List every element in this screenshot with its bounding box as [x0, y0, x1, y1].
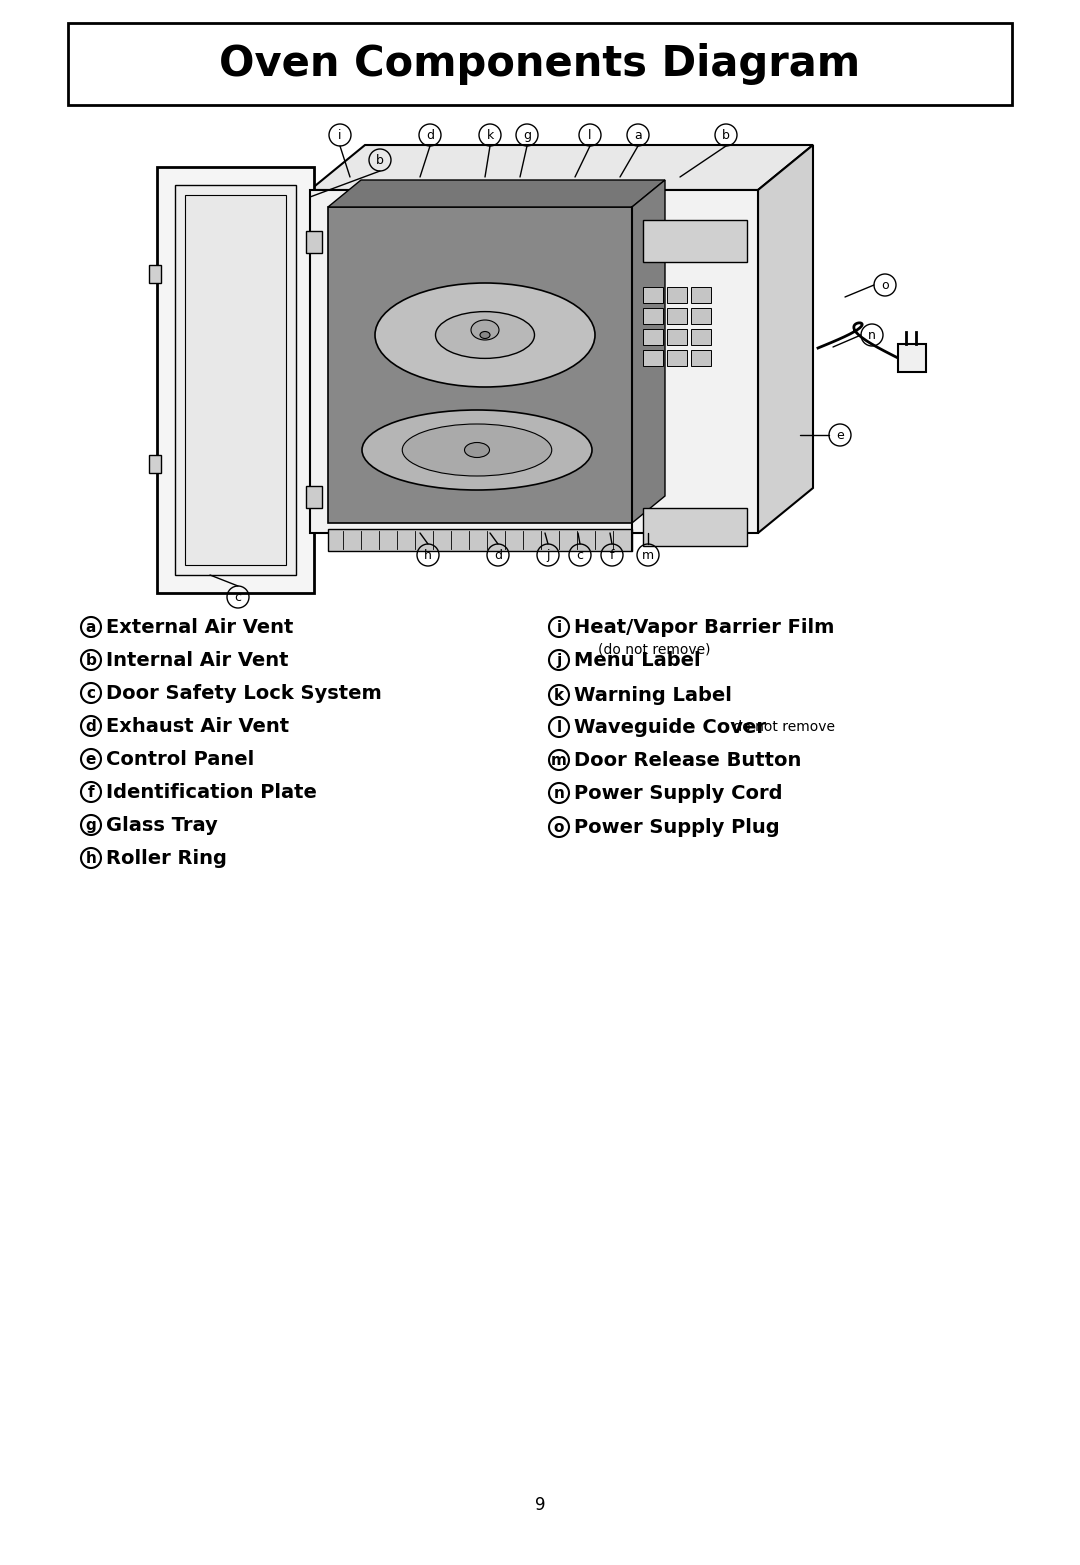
- Text: 9: 9: [535, 1496, 545, 1513]
- Bar: [643, 509, 747, 546]
- Text: do not remove: do not remove: [729, 720, 835, 734]
- Text: a: a: [634, 128, 642, 141]
- Ellipse shape: [480, 332, 490, 338]
- Text: f: f: [610, 548, 615, 562]
- Text: Glass Tray: Glass Tray: [106, 815, 218, 834]
- Text: a: a: [85, 620, 96, 634]
- Text: k: k: [554, 687, 564, 703]
- Polygon shape: [758, 146, 813, 534]
- Bar: [310, 189, 758, 534]
- Ellipse shape: [362, 410, 592, 490]
- Text: m: m: [642, 548, 654, 562]
- Text: Power Supply Plug: Power Supply Plug: [573, 817, 780, 837]
- Text: e: e: [836, 429, 843, 441]
- Bar: [306, 232, 322, 254]
- Bar: [691, 351, 711, 366]
- Text: h: h: [85, 850, 96, 865]
- Text: c: c: [577, 548, 583, 562]
- Bar: [328, 207, 632, 523]
- Text: c: c: [234, 590, 242, 604]
- Ellipse shape: [471, 319, 499, 340]
- Bar: [643, 221, 747, 261]
- Text: n: n: [868, 329, 876, 341]
- Bar: [185, 196, 286, 565]
- Bar: [175, 185, 296, 574]
- Text: Warning Label: Warning Label: [573, 685, 732, 704]
- Bar: [691, 286, 711, 304]
- Text: m: m: [551, 753, 567, 767]
- Text: f: f: [87, 784, 94, 800]
- Text: Identification Plate: Identification Plate: [106, 782, 316, 801]
- Text: (do not remove): (do not remove): [598, 642, 711, 656]
- Text: h: h: [424, 548, 432, 562]
- Polygon shape: [632, 180, 665, 523]
- Bar: [667, 286, 687, 304]
- Bar: [157, 167, 314, 593]
- Text: j: j: [556, 653, 562, 668]
- Text: g: g: [523, 128, 531, 141]
- Text: i: i: [556, 620, 562, 634]
- Text: Door Release Button: Door Release Button: [573, 751, 801, 770]
- Text: o: o: [554, 820, 564, 834]
- Text: d: d: [494, 548, 502, 562]
- Text: g: g: [85, 817, 96, 833]
- Text: Door Safety Lock System: Door Safety Lock System: [106, 684, 381, 703]
- Bar: [691, 329, 711, 344]
- Text: o: o: [881, 279, 889, 291]
- Text: d: d: [85, 718, 96, 734]
- Text: Menu Label: Menu Label: [573, 651, 701, 670]
- Text: Internal Air Vent: Internal Air Vent: [106, 651, 288, 670]
- Bar: [667, 308, 687, 324]
- Text: c: c: [86, 685, 95, 701]
- Text: b: b: [723, 128, 730, 141]
- Bar: [149, 455, 161, 473]
- Polygon shape: [328, 180, 665, 207]
- Bar: [643, 286, 663, 304]
- Text: Control Panel: Control Panel: [106, 750, 254, 768]
- Bar: [306, 487, 322, 509]
- Text: l: l: [556, 720, 562, 734]
- Text: l: l: [589, 128, 592, 141]
- Bar: [643, 329, 663, 344]
- Text: Exhaust Air Vent: Exhaust Air Vent: [106, 717, 289, 736]
- Bar: [149, 264, 161, 283]
- Text: n: n: [554, 786, 565, 801]
- Text: b: b: [376, 153, 383, 166]
- Bar: [691, 308, 711, 324]
- Bar: [643, 308, 663, 324]
- Text: Oven Components Diagram: Oven Components Diagram: [219, 42, 861, 85]
- Bar: [667, 351, 687, 366]
- Bar: [68, 23, 1012, 105]
- Ellipse shape: [375, 283, 595, 387]
- Text: e: e: [85, 751, 96, 767]
- Text: k: k: [486, 128, 494, 141]
- Text: Waveguide Cover: Waveguide Cover: [573, 717, 766, 737]
- Text: External Air Vent: External Air Vent: [106, 618, 294, 637]
- Text: Heat/Vapor Barrier Film: Heat/Vapor Barrier Film: [573, 618, 835, 637]
- Bar: [667, 329, 687, 344]
- Text: d: d: [426, 128, 434, 141]
- Ellipse shape: [402, 424, 552, 476]
- Ellipse shape: [435, 311, 535, 358]
- Polygon shape: [310, 146, 813, 189]
- Text: Roller Ring: Roller Ring: [106, 848, 227, 867]
- Text: Power Supply Cord: Power Supply Cord: [573, 784, 783, 803]
- Text: j: j: [546, 548, 550, 562]
- Bar: [328, 529, 632, 551]
- Ellipse shape: [464, 443, 489, 457]
- Bar: [897, 344, 926, 372]
- Bar: [643, 351, 663, 366]
- Text: b: b: [85, 653, 96, 668]
- Text: i: i: [338, 128, 341, 141]
